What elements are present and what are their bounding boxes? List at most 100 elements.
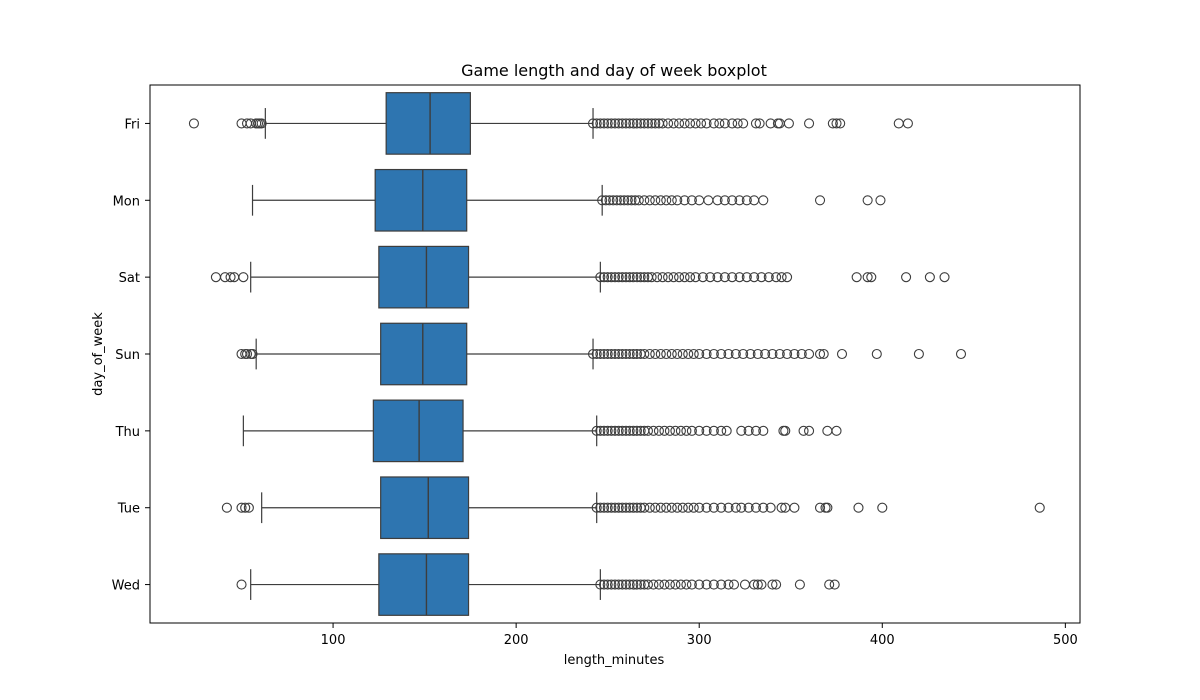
outlier-wed [829, 579, 840, 590]
outlier-fri [783, 118, 794, 129]
outlier-sat [776, 272, 787, 283]
outlier-mon [734, 195, 745, 206]
outlier-sat [712, 272, 723, 283]
outlier-mon [758, 195, 769, 206]
outlier-thu [617, 425, 628, 436]
outlier-wed [708, 579, 719, 590]
outlier-fri [631, 118, 643, 129]
outlier-thu [758, 425, 769, 436]
y-tick-label: Mon [113, 194, 140, 209]
outlier-mon [727, 195, 738, 206]
outlier-sun [760, 348, 771, 360]
outlier-thu [716, 425, 727, 436]
outlier-sat [668, 272, 679, 283]
outlier-sat [862, 272, 873, 283]
outlier-mon [615, 195, 626, 206]
x-tick-label: 100 [321, 633, 346, 648]
outlier-sat [609, 272, 621, 283]
outlier-sat [602, 272, 613, 283]
outlier-thu [694, 425, 705, 436]
outlier-thu [648, 425, 659, 436]
outlier-tue [243, 502, 254, 513]
outlier-fri [628, 118, 639, 129]
box-wed [378, 553, 470, 616]
outlier-wed [624, 579, 635, 590]
outlier-sat [719, 272, 730, 283]
outlier-wed [728, 579, 740, 590]
outlier-sun [694, 348, 705, 360]
outlier-mon [741, 195, 752, 206]
outlier-sun [789, 348, 800, 360]
outlier-sun [677, 348, 688, 360]
outlier-wed [609, 579, 621, 590]
outlier-wed [694, 579, 705, 590]
outlier-thu [750, 425, 762, 436]
outlier-sun [613, 348, 624, 360]
outlier-fri [256, 118, 267, 129]
outlier-sat [851, 272, 862, 283]
outlier-sun [617, 348, 628, 360]
outlier-wed [602, 579, 613, 590]
outlier-thu [721, 425, 732, 436]
outlier-sun [955, 348, 967, 360]
outlier-wed [613, 579, 624, 590]
outlier-wed [648, 579, 659, 590]
outlier-mon [644, 195, 655, 206]
outlier-thu [822, 425, 833, 436]
outlier-sun [672, 348, 683, 360]
outlier-tue [598, 502, 610, 513]
box-sat [378, 245, 470, 309]
outlier-sun [767, 348, 778, 360]
outlier-sun [796, 348, 807, 360]
chart-title: Game length and day of week boxplot [461, 61, 767, 80]
outlier-sun [644, 348, 655, 360]
outlier-wed [635, 579, 646, 590]
outlier-thu [635, 425, 646, 436]
outlier-sun [606, 348, 617, 360]
outlier-fri [591, 118, 602, 129]
outlier-fri [646, 118, 657, 129]
outlier-tue [730, 502, 741, 513]
outlier-sun [247, 348, 258, 360]
outlier-tue [683, 502, 694, 513]
outlier-sun [730, 348, 741, 360]
outlier-sun [683, 348, 694, 360]
outlier-thu [675, 425, 686, 436]
outlier-mon [679, 195, 690, 206]
outlier-wed [771, 579, 782, 590]
outlier-fri [668, 118, 679, 129]
outlier-tue [595, 502, 606, 513]
outlier-thu [624, 425, 635, 436]
outlier-fri [613, 118, 624, 129]
outlier-thu [780, 425, 791, 436]
outlier-mon [661, 195, 672, 206]
outlier-sun [624, 348, 635, 360]
outlier-mon [703, 195, 714, 206]
outlier-sat [924, 272, 935, 283]
outlier-fri [695, 118, 707, 129]
outlier-fri [754, 118, 765, 129]
outlier-wed [756, 579, 767, 590]
outlier-thu [631, 425, 643, 436]
outlier-mon [611, 195, 622, 206]
outlier-tue [672, 502, 683, 513]
outlier-wed [642, 579, 654, 590]
outlier-sun [708, 348, 719, 360]
outlier-sat [595, 272, 606, 283]
outlier-sun [628, 348, 639, 360]
outlier-tue [694, 502, 705, 513]
outlier-tue [758, 502, 769, 513]
outlier-sat [631, 272, 643, 283]
outlier-sat [652, 272, 663, 283]
outlier-sat [763, 272, 774, 283]
outlier-sun [688, 348, 699, 360]
outlier-wed [670, 579, 681, 590]
outlier-tue [628, 502, 639, 513]
x-tick-label: 200 [504, 633, 529, 648]
outlier-tue [644, 502, 655, 513]
outlier-tue [624, 502, 635, 513]
outlier-wed [236, 579, 247, 590]
outlier-fri [624, 118, 635, 129]
outlier-fri [595, 118, 606, 129]
outlier-wed [739, 579, 751, 590]
